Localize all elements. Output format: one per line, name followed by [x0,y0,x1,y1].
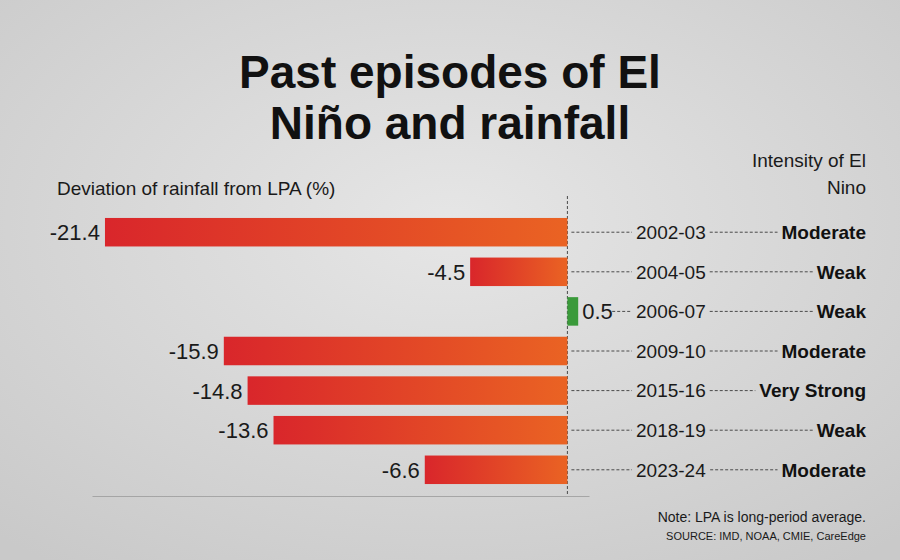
background [0,0,900,560]
bars [105,218,578,484]
data-label: -14.8 [192,379,242,404]
intensity-label: Moderate [782,222,866,243]
x-axis [93,496,590,498]
category-label: 2004-05 [636,262,706,283]
data-label: -13.6 [218,418,268,443]
bar [248,376,568,405]
data-label: -21.4 [50,220,100,245]
bar [224,337,568,366]
bar [470,258,567,287]
leader-line [710,351,778,352]
data-label: -6.6 [382,458,420,483]
intensity-label: Weak [817,301,867,322]
bar [567,297,578,326]
title: Past episodes of ElNiño and rainfall [239,46,661,149]
intensity-label: Weak [817,420,867,441]
bar [105,218,567,247]
axis-line [93,496,590,497]
leader-line [571,430,632,431]
leader-line [612,311,632,312]
leader-line [710,469,777,470]
note: Note: LPA is long-period average. [658,509,866,525]
chart: Past episodes of ElNiño and rainfall Devi… [0,0,900,560]
leader-line [710,311,813,312]
leader-line [571,390,632,391]
category-label: 2006-07 [636,301,706,322]
intensity-label: Moderate [782,341,866,362]
leader-line [571,351,632,352]
data-label: -15.9 [169,339,219,364]
leader-line [571,469,632,470]
bar [274,416,568,445]
data-label: -4.5 [427,260,465,285]
intensity-label: Moderate [782,460,866,481]
intensity-label: Weak [817,262,867,283]
bar [425,456,568,485]
leader-line [571,232,632,233]
intensity-label: Very Strong [759,380,866,401]
category-label: 2023-24 [636,460,706,481]
data-label: 0.5 [582,299,613,324]
column-title: Intensity of ElNino [752,150,866,198]
leader-line [710,271,813,272]
leader-line [710,232,778,233]
source: SOURCE: IMD, NOAA, CMIE, CareEdge [666,530,866,542]
category-label: 2015-16 [636,380,706,401]
leader-line [710,390,756,391]
category-label: 2009-10 [636,341,706,362]
leader-line [710,430,813,431]
category-label: 2002-03 [636,222,706,243]
axis-title: Deviation of rainfall from LPA (%) [57,178,335,199]
labels: -21.4 -4.5 0.5 -15.9 -14.8 -13.6 -6.6 2002-03 Mo… [50,220,867,483]
leader-line [571,271,632,272]
category-label: 2018-19 [636,420,706,441]
